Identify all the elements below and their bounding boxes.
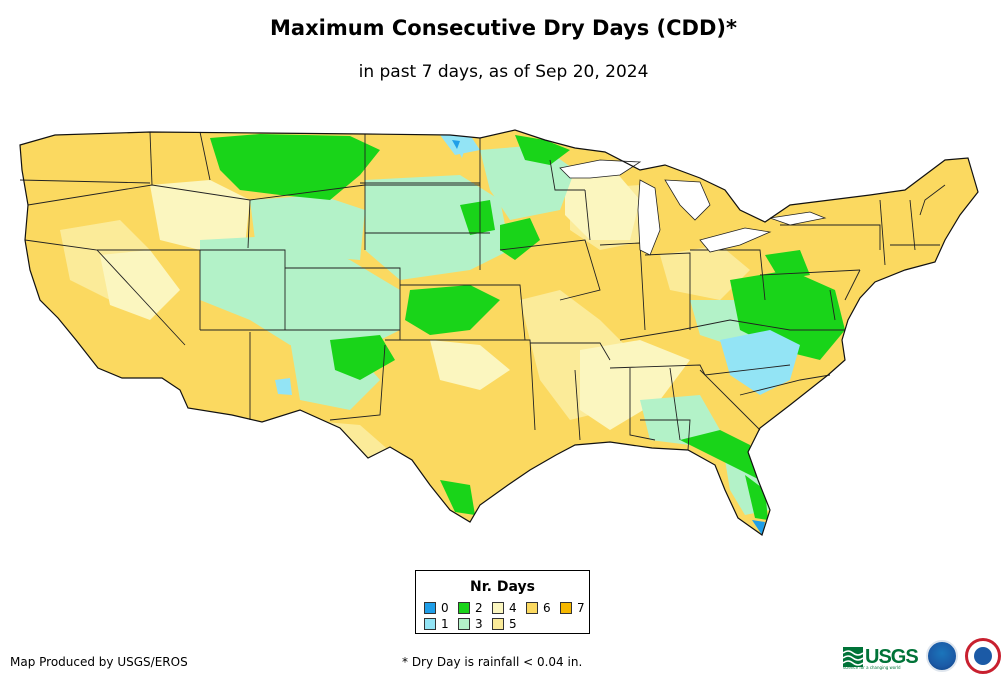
lake-erie [699, 227, 772, 253]
region-2 [515, 135, 570, 165]
agency-logos: USGS science for a changing world [843, 638, 1003, 678]
lake-superior [559, 159, 642, 179]
region-2 [680, 430, 760, 480]
legend-item-6: 6 [526, 602, 551, 614]
region-1 [455, 145, 465, 158]
legend-label: 4 [509, 601, 517, 615]
region-3 [200, 235, 400, 350]
legend-swatch [424, 602, 436, 614]
legend-label: 0 [441, 601, 449, 615]
region-4 [580, 340, 690, 430]
noaa-logo [926, 640, 958, 672]
region-1 [275, 378, 292, 395]
footnote-text: * Dry Day is rainfall < 0.04 in. [402, 655, 583, 669]
region-2 [210, 134, 380, 200]
lake-ontario [769, 211, 827, 226]
great-lakes [559, 159, 827, 256]
region-2 [440, 480, 475, 515]
region-3 [250, 195, 365, 260]
usgs-tagline: science for a changing world [843, 665, 901, 670]
legend-swatch [492, 618, 504, 630]
region-4 [565, 165, 640, 240]
region-0 [752, 520, 765, 535]
region-4 [430, 340, 510, 390]
lake-huron [664, 179, 711, 221]
legend-label: 6 [543, 601, 551, 615]
nws-logo [965, 638, 1001, 674]
legend-label: 1 [441, 617, 449, 631]
legend-item-5: 5 [492, 618, 517, 630]
region-5 [660, 245, 750, 300]
legend-swatch [424, 618, 436, 630]
legend-title: Nr. Days [470, 579, 535, 595]
legend-swatch [560, 602, 572, 614]
legend-item-3: 3 [458, 618, 483, 630]
region-1 [720, 330, 800, 395]
legend-label: 5 [509, 617, 517, 631]
legend-label: 2 [475, 601, 483, 615]
region-4 [100, 250, 180, 320]
region-2 [330, 335, 395, 380]
region-2 [405, 285, 500, 335]
legend-item-0: 0 [424, 602, 449, 614]
region-2 [745, 475, 768, 520]
legend-swatch [526, 602, 538, 614]
map-title: Maximum Consecutive Dry Days (CDD)* [270, 16, 737, 40]
legend-swatch [458, 602, 470, 614]
usgs-wordmark: USGS [865, 645, 919, 668]
map-subtitle: in past 7 days, as of Sep 20, 2024 [358, 62, 649, 82]
legend-label: 7 [577, 601, 585, 615]
region-2 [500, 218, 540, 260]
state-borders [19, 131, 946, 451]
region-2 [460, 200, 495, 235]
region-0 [452, 140, 460, 149]
region-1 [440, 135, 480, 155]
legend-swatch [492, 602, 504, 614]
legend-swatch [458, 618, 470, 630]
usgs-logo: USGS [843, 642, 919, 672]
lake-michigan [637, 179, 661, 256]
nws-logo-center [974, 647, 992, 665]
legend-item-7: 7 [560, 602, 585, 614]
region-2 [765, 250, 810, 280]
legend: Nr. Days 0 1 2 3 4 5 6 7 [415, 570, 590, 634]
legend-label: 3 [475, 617, 483, 631]
region-4 [150, 180, 250, 250]
credit-text: Map Produced by USGS/EROS [10, 655, 188, 669]
legend-item-4: 4 [492, 602, 517, 614]
usgs-wave-icon [843, 647, 863, 667]
region-3 [365, 175, 510, 280]
legend-item-2: 2 [458, 602, 483, 614]
legend-item-1: 1 [424, 618, 449, 630]
